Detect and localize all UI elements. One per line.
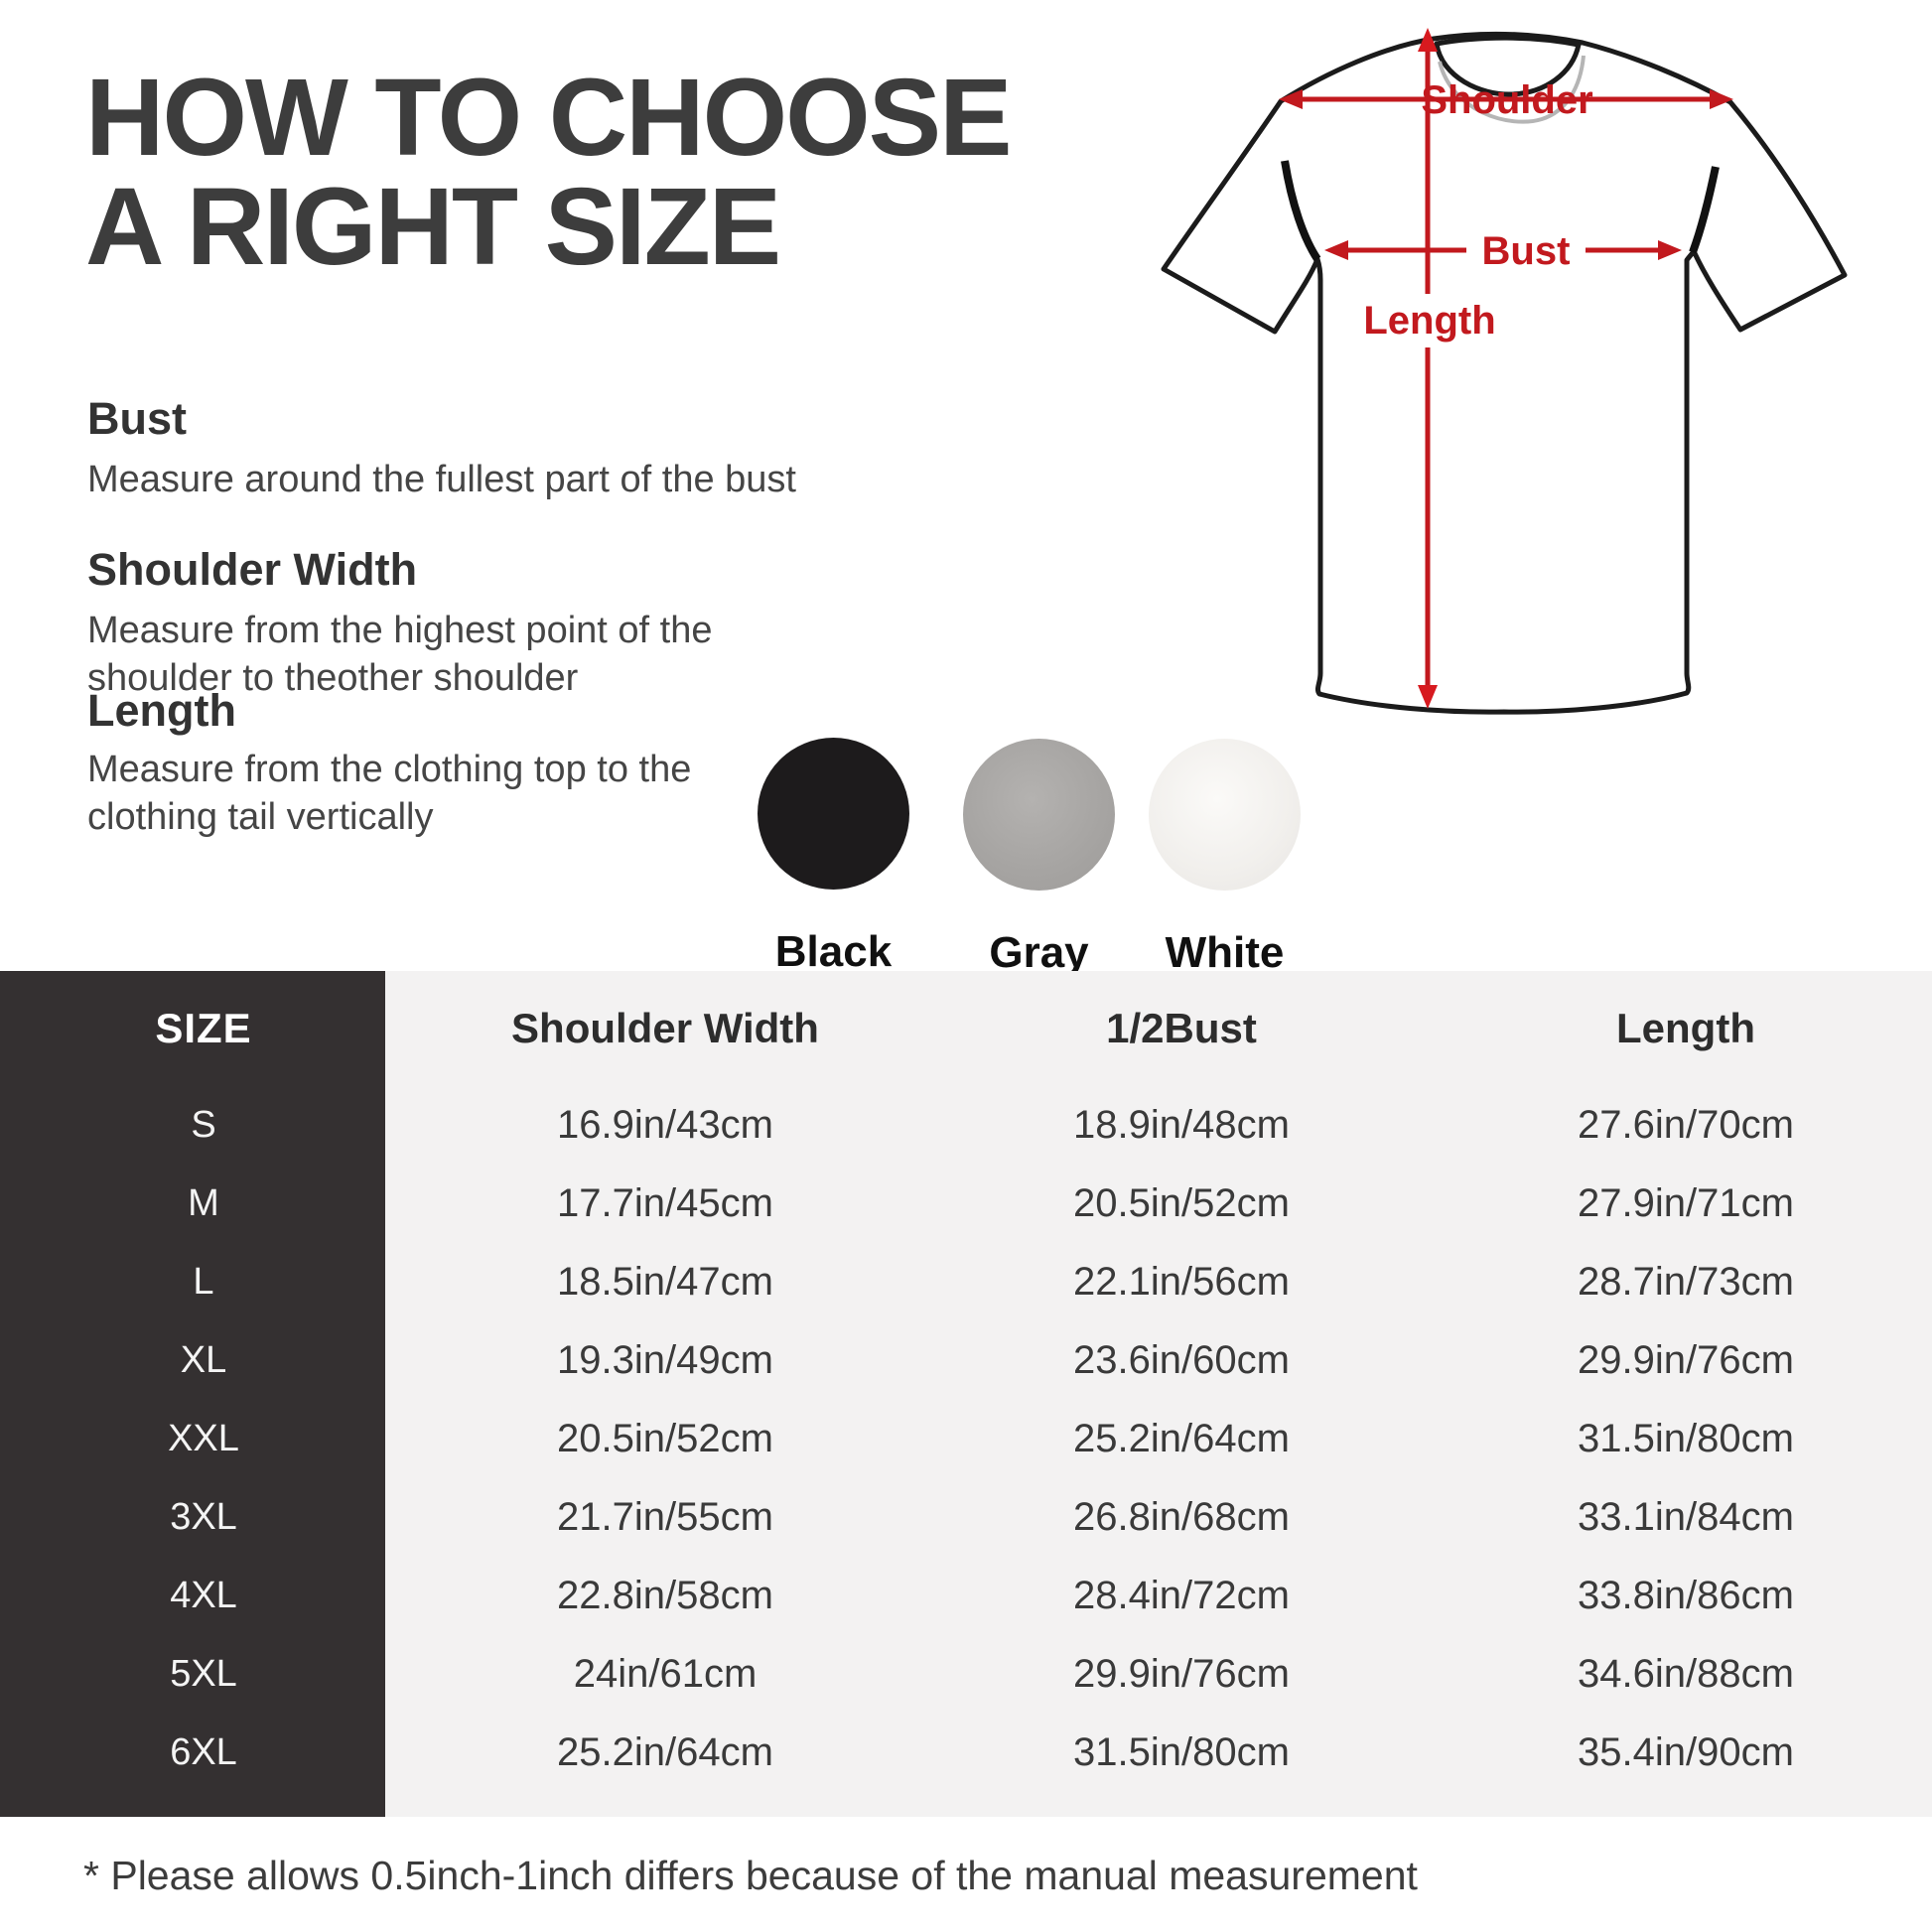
cell-size: L <box>193 1261 214 1303</box>
cell-shoulder: 22.8in/58cm <box>557 1574 773 1617</box>
cell-length: 34.6in/88cm <box>1578 1652 1794 1696</box>
black-color-dot <box>758 738 909 890</box>
table-row-xxl: XXL 20.5in/52cm 25.2in/64cm 31.5in/80cm <box>0 1400 1932 1478</box>
shoulder-measure-label: Shoulder <box>1421 78 1592 122</box>
cell-shoulder: 25.2in/64cm <box>557 1730 773 1774</box>
cell-half-bust: 31.5in/80cm <box>1073 1730 1290 1774</box>
cell-half-bust: 20.5in/52cm <box>1073 1181 1290 1225</box>
length-heading: Length <box>87 685 236 736</box>
cell-length: 29.9in/76cm <box>1578 1338 1794 1382</box>
cell-size: 3XL <box>170 1496 237 1538</box>
table-row-xl: XL 19.3in/49cm 23.6in/60cm 29.9in/76cm <box>0 1321 1932 1400</box>
color-swatch-white: White <box>1149 739 1301 978</box>
cell-length: 33.1in/84cm <box>1578 1495 1794 1539</box>
cell-length: 27.9in/71cm <box>1578 1181 1794 1225</box>
measurement-disclaimer: * Please allows 0.5inch-1inch differs be… <box>83 1853 1418 1898</box>
header-shoulder-width: Shoulder Width <box>511 1005 819 1051</box>
table-row-l: L 18.5in/47cm 22.1in/56cm 28.7in/73cm <box>0 1243 1932 1321</box>
cell-length: 27.6in/70cm <box>1578 1103 1794 1147</box>
cell-length: 33.8in/86cm <box>1578 1574 1794 1617</box>
cell-size: 6XL <box>170 1731 237 1773</box>
header-length: Length <box>1616 1005 1755 1051</box>
shoulder-width-heading: Shoulder Width <box>87 544 418 595</box>
right-armpit-seam <box>1689 166 1720 254</box>
cell-size: S <box>191 1104 216 1146</box>
bust-arrow-left-icon <box>1324 240 1348 260</box>
color-swatch-black: Black <box>758 738 909 977</box>
cell-shoulder: 21.7in/55cm <box>557 1495 773 1539</box>
cell-half-bust: 22.1in/56cm <box>1073 1260 1290 1304</box>
page-title-line2: A RIGHT SIZE <box>85 166 781 288</box>
table-row-6xl: 6XL 25.2in/64cm 31.5in/80cm 35.4in/90cm <box>0 1714 1932 1792</box>
cell-length: 35.4in/90cm <box>1578 1730 1794 1774</box>
table-row-m: M 17.7in/45cm 20.5in/52cm 27.9in/71cm <box>0 1165 1932 1243</box>
size-column-background <box>0 971 385 1817</box>
table-background <box>385 971 1932 1817</box>
table-row-s: S 16.9in/43cm 18.9in/48cm 27.6in/70cm <box>0 1086 1932 1165</box>
cell-size: XL <box>180 1339 227 1381</box>
header-half-bust: 1/2Bust <box>1106 1005 1257 1051</box>
cell-half-bust: 26.8in/68cm <box>1073 1495 1290 1539</box>
cell-length: 28.7in/73cm <box>1578 1260 1794 1304</box>
cell-half-bust: 29.9in/76cm <box>1073 1652 1290 1696</box>
shoulder-arrow-left-icon <box>1279 89 1303 109</box>
cell-size: 5XL <box>170 1653 237 1695</box>
cell-shoulder: 16.9in/43cm <box>557 1103 773 1147</box>
cell-half-bust: 28.4in/72cm <box>1073 1574 1290 1617</box>
collar-shadow <box>1438 55 1586 124</box>
cell-shoulder: 24in/61cm <box>573 1652 758 1696</box>
size-table-rows: SIZE Shoulder Width 1/2Bust Length S 16.… <box>0 971 1932 1792</box>
white-color-label: White <box>1165 928 1285 977</box>
bust-arrow-right-icon <box>1658 240 1682 260</box>
cell-size: M <box>188 1182 219 1224</box>
shoulder-width-description: Measure from the highest point of the sh… <box>87 610 713 699</box>
cell-length: 31.5in/80cm <box>1578 1417 1794 1460</box>
cell-size: XXL <box>168 1418 239 1459</box>
tshirt-outline-icon <box>1161 31 1848 715</box>
cell-half-bust: 25.2in/64cm <box>1073 1417 1290 1460</box>
size-table: SIZE Shoulder Width 1/2Bust Length S 16.… <box>0 971 1932 1817</box>
page-title-line1: HOW TO CHOOSE <box>85 57 1012 179</box>
size-table-header-row: SIZE Shoulder Width 1/2Bust Length <box>0 971 1932 1086</box>
table-row-4xl: 4XL 22.8in/58cm 28.4in/72cm 33.8in/86cm <box>0 1557 1932 1635</box>
collar-icon <box>1434 35 1582 97</box>
cell-half-bust: 23.6in/60cm <box>1073 1338 1290 1382</box>
cell-shoulder: 19.3in/49cm <box>557 1338 773 1382</box>
cell-shoulder: 17.7in/45cm <box>557 1181 773 1225</box>
length-arrow-top-icon <box>1418 28 1438 52</box>
bust-description: Measure around the fullest part of the b… <box>87 459 796 500</box>
gray-color-label: Gray <box>989 928 1089 977</box>
gray-color-dot <box>963 739 1115 891</box>
cell-size: 4XL <box>170 1575 237 1616</box>
length-arrow-bottom-icon <box>1418 685 1438 709</box>
bust-measure-label: Bust <box>1482 229 1571 273</box>
cell-shoulder: 20.5in/52cm <box>557 1417 773 1460</box>
length-measure-label: Length <box>1363 299 1495 343</box>
white-color-dot <box>1149 739 1301 891</box>
cell-half-bust: 18.9in/48cm <box>1073 1103 1290 1147</box>
black-color-label: Black <box>774 927 893 976</box>
color-swatch-gray: Gray <box>963 739 1115 978</box>
page-title: HOW TO CHOOSE A RIGHT SIZE <box>85 57 1012 288</box>
table-row-3xl: 3XL 21.7in/55cm 26.8in/68cm 33.1in/84cm <box>0 1478 1932 1557</box>
bust-heading: Bust <box>87 393 187 444</box>
length-description: Measure from the clothing top to the clo… <box>87 749 692 838</box>
cell-shoulder: 18.5in/47cm <box>557 1260 773 1304</box>
table-row-5xl: 5XL 24in/61cm 29.9in/76cm 34.6in/88cm <box>0 1635 1932 1714</box>
header-size: SIZE <box>155 1005 252 1051</box>
shoulder-arrow-right-icon <box>1710 89 1733 109</box>
left-armpit-seam <box>1281 160 1321 262</box>
